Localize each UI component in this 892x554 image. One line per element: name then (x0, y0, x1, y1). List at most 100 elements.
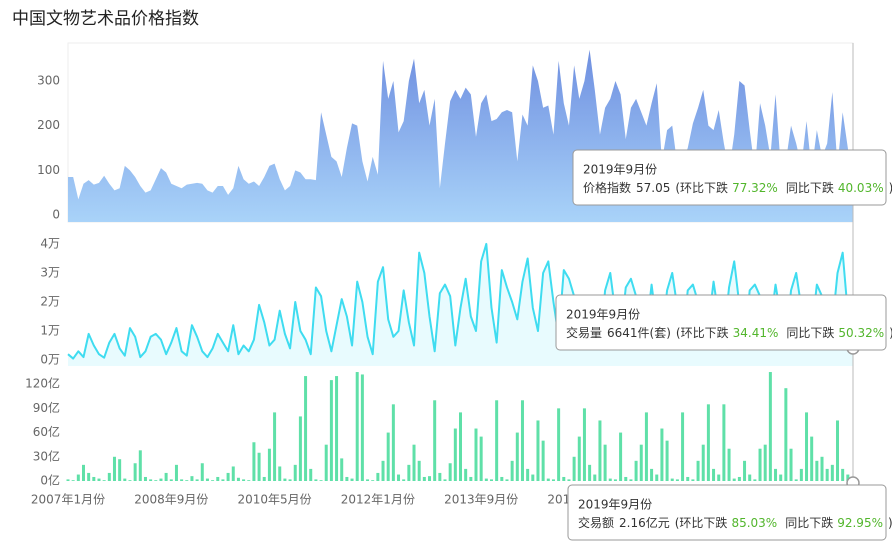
bar (309, 468, 313, 481)
tooltip-date: 2019年9月份 (583, 163, 657, 177)
bar (763, 444, 767, 481)
tooltip-yoy-label: 同比下跌 (786, 325, 834, 340)
bar (81, 464, 85, 481)
bar (815, 460, 819, 481)
bar (639, 444, 643, 481)
bar (397, 474, 401, 481)
tooltip-mom-label: (环比下跌 (676, 325, 729, 340)
bar (443, 479, 447, 481)
bar (252, 442, 256, 481)
bar (593, 474, 597, 481)
tooltip-measure: 交易量 (566, 325, 602, 340)
bar (619, 432, 623, 481)
bar (438, 472, 442, 481)
bar (329, 380, 333, 481)
bar (386, 432, 390, 481)
bar (495, 400, 499, 481)
bar (319, 480, 323, 481)
bar (670, 478, 674, 481)
bar (644, 412, 648, 481)
tooltip-yoy: 92.95% (837, 516, 883, 530)
bar (768, 372, 772, 481)
bar (143, 476, 147, 481)
bar (531, 474, 535, 481)
bar (629, 479, 633, 481)
y-tick-label: 300 (37, 73, 60, 87)
tooltip-close: ) (889, 326, 892, 340)
tooltip-mom-label: (环比下跌 (675, 515, 728, 530)
bar (717, 474, 721, 481)
bar (412, 444, 416, 481)
bar (722, 404, 726, 481)
bar (247, 480, 251, 481)
tooltip-measure: 交易额 (578, 515, 614, 530)
bar (603, 444, 607, 481)
x-tick-label: 2013年9月份 (444, 493, 518, 507)
bar (345, 476, 349, 481)
y-tick-label: 0亿 (40, 473, 60, 488)
bar (469, 476, 473, 481)
bar (789, 448, 793, 481)
y-tick-label: 120亿 (25, 376, 60, 391)
bar (753, 479, 757, 481)
bar (732, 478, 736, 481)
bar (71, 480, 75, 481)
bar (278, 466, 282, 481)
bar (288, 479, 292, 481)
bar (520, 400, 524, 481)
bar (422, 476, 426, 481)
y-tick-label: 60亿 (33, 424, 60, 439)
tooltip-close: ) (889, 181, 892, 195)
bar (226, 472, 230, 481)
y-tick-label: 2万 (40, 294, 60, 308)
bar (428, 476, 432, 481)
tooltip-date: 2019年9月份 (578, 498, 652, 512)
tooltip-line: 交易量 6641件(套) (环比下跌 34.41% 同比下跌 50.32%) (566, 325, 892, 340)
bar (304, 376, 308, 481)
bar (484, 478, 488, 481)
y-tick-label: 3万 (40, 265, 60, 279)
bar (634, 460, 638, 481)
bar (371, 480, 375, 481)
bar (92, 476, 96, 481)
bar (830, 464, 834, 481)
bar (407, 464, 411, 481)
bar (577, 436, 581, 481)
bar (355, 372, 359, 481)
bar (479, 436, 483, 481)
bar (211, 480, 215, 481)
bar (737, 476, 741, 481)
bar (200, 463, 204, 481)
y-tick-label: 200 (37, 118, 60, 132)
tooltip-measure: 价格指数 (583, 180, 631, 195)
y-tick-label: 1万 (40, 323, 60, 337)
bar (779, 474, 783, 481)
bar (107, 472, 111, 481)
bar (366, 479, 370, 481)
bar (169, 479, 173, 481)
bar (185, 480, 189, 481)
bar (557, 408, 561, 481)
bar (376, 472, 380, 481)
bar (195, 479, 199, 481)
bar (794, 479, 798, 481)
bar (123, 478, 127, 481)
bar (613, 479, 617, 481)
bar (221, 479, 225, 481)
bar (784, 388, 788, 481)
bar (810, 436, 814, 481)
bar (180, 479, 184, 481)
bar (459, 412, 462, 481)
bar (66, 479, 70, 481)
bar (205, 478, 209, 481)
bar (536, 420, 540, 481)
bar (727, 448, 731, 481)
bar (675, 479, 679, 481)
bar (231, 466, 235, 481)
bar (505, 479, 509, 481)
bar (293, 464, 297, 481)
bar (582, 408, 586, 481)
bar (350, 478, 354, 481)
